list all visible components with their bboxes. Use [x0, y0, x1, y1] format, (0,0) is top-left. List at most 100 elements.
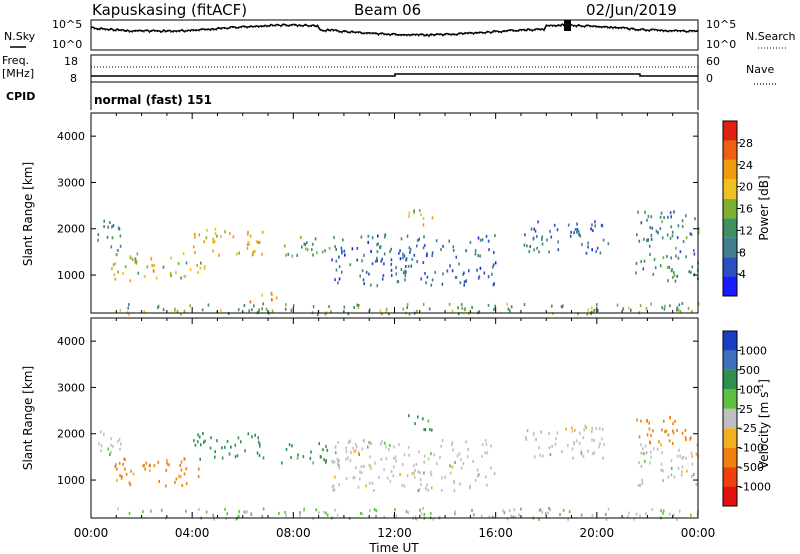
velocity-cell — [423, 428, 425, 432]
velocity-cell — [425, 487, 427, 491]
power-cell — [357, 306, 360, 310]
velocity-cell — [370, 466, 372, 470]
power-cell — [408, 214, 410, 218]
colorbar-frame — [722, 330, 738, 507]
velocity-cell — [244, 449, 246, 453]
velocity-cell — [549, 453, 552, 457]
power-cell — [114, 262, 117, 266]
velocity-cell — [197, 475, 200, 479]
velocity-cell — [128, 511, 131, 515]
velocity-cell — [656, 447, 659, 451]
velocity-cell — [677, 466, 680, 470]
power-cell — [590, 227, 592, 231]
power-cell — [488, 248, 490, 252]
velocity-cell — [660, 468, 663, 472]
velocity-cell — [441, 439, 444, 442]
power-cell — [652, 272, 655, 276]
colorbar-tick-label: -1000 — [739, 481, 771, 494]
velocity-cell — [358, 453, 360, 456]
power-cell — [343, 305, 346, 309]
velocity-cell — [166, 458, 168, 462]
power-cell — [305, 247, 307, 251]
velocity-cell — [337, 462, 339, 466]
power-cell — [677, 224, 680, 228]
power-cell — [111, 236, 114, 240]
velocity-cell — [408, 453, 410, 457]
power-cell — [599, 251, 602, 255]
velocity-cell — [454, 512, 456, 516]
velocity-cell — [115, 463, 117, 467]
power-cell — [377, 242, 379, 246]
velocity-cell — [431, 428, 433, 432]
power-cell — [597, 309, 599, 312]
power-cell — [557, 248, 560, 252]
power-cell — [261, 230, 264, 234]
velocity-cell — [284, 511, 286, 514]
power-cell — [404, 278, 406, 282]
power-cell — [494, 261, 497, 265]
power-cell — [647, 214, 650, 218]
velocity-cell — [278, 511, 280, 515]
power-cell — [426, 252, 428, 256]
x-tick-label: 20:00 — [580, 526, 615, 540]
power-cell — [530, 227, 533, 231]
velocity-cell — [460, 466, 463, 470]
noise-panel-frame — [90, 19, 699, 51]
velocity-cell — [681, 465, 684, 469]
power-cell — [681, 219, 684, 223]
colorbar-tick-label: -100 — [739, 442, 764, 455]
velocity-cell — [258, 442, 261, 446]
velocity-panel: 1000 2000 3000 4000 Slant Range [km] — [21, 317, 699, 521]
velocity-cell — [116, 478, 118, 482]
power-cell — [670, 215, 672, 219]
power-cell — [667, 279, 669, 283]
power-cell — [361, 269, 364, 273]
power-cell — [413, 253, 416, 257]
power-cell — [548, 250, 550, 254]
velocity-cell — [257, 436, 259, 440]
noise-left-tick-top: 10^5 — [52, 18, 82, 31]
power-cell — [640, 221, 643, 225]
velocity-cell — [120, 442, 122, 446]
power-cell — [258, 308, 260, 312]
velocity-cell — [322, 448, 324, 452]
velocity-cell — [200, 443, 202, 447]
velocity-cell — [649, 461, 651, 465]
power-cell — [669, 236, 672, 240]
velocity-cell — [481, 454, 483, 458]
velocity-cell — [393, 465, 395, 469]
velocity-cell — [572, 456, 574, 460]
velocity-cell — [574, 428, 576, 432]
power-cell — [494, 234, 496, 238]
velocity-cell — [390, 470, 393, 473]
power-cell — [312, 305, 315, 309]
power-cell — [255, 240, 258, 244]
velocity-cell — [638, 435, 641, 439]
power-cell — [117, 249, 119, 252]
velocity-cell — [685, 438, 687, 442]
power-cell — [420, 277, 423, 281]
colorbar-swatch — [723, 237, 737, 258]
power-cell — [335, 268, 338, 272]
velocity-cell — [387, 448, 390, 452]
power-cell — [587, 241, 589, 245]
velocity-cell — [539, 453, 542, 457]
velocity-cell — [579, 431, 581, 435]
velocity-cell — [492, 515, 494, 519]
velocity-cell — [355, 466, 357, 470]
velocity-cell — [481, 443, 484, 447]
power-cell — [541, 237, 543, 241]
power-cell — [591, 248, 593, 252]
velocity-cell — [593, 439, 595, 443]
velocity-cell — [123, 457, 125, 461]
power-cell — [177, 262, 180, 266]
power-cell — [328, 305, 330, 309]
noise-sky-trace — [90, 23, 699, 37]
colorbar-tick-label: 25 — [739, 403, 753, 416]
velocity-cell — [568, 510, 571, 514]
power-cell — [669, 304, 671, 308]
power-cell — [465, 279, 467, 283]
velocity-cell — [212, 513, 214, 517]
power-cell — [487, 303, 490, 307]
